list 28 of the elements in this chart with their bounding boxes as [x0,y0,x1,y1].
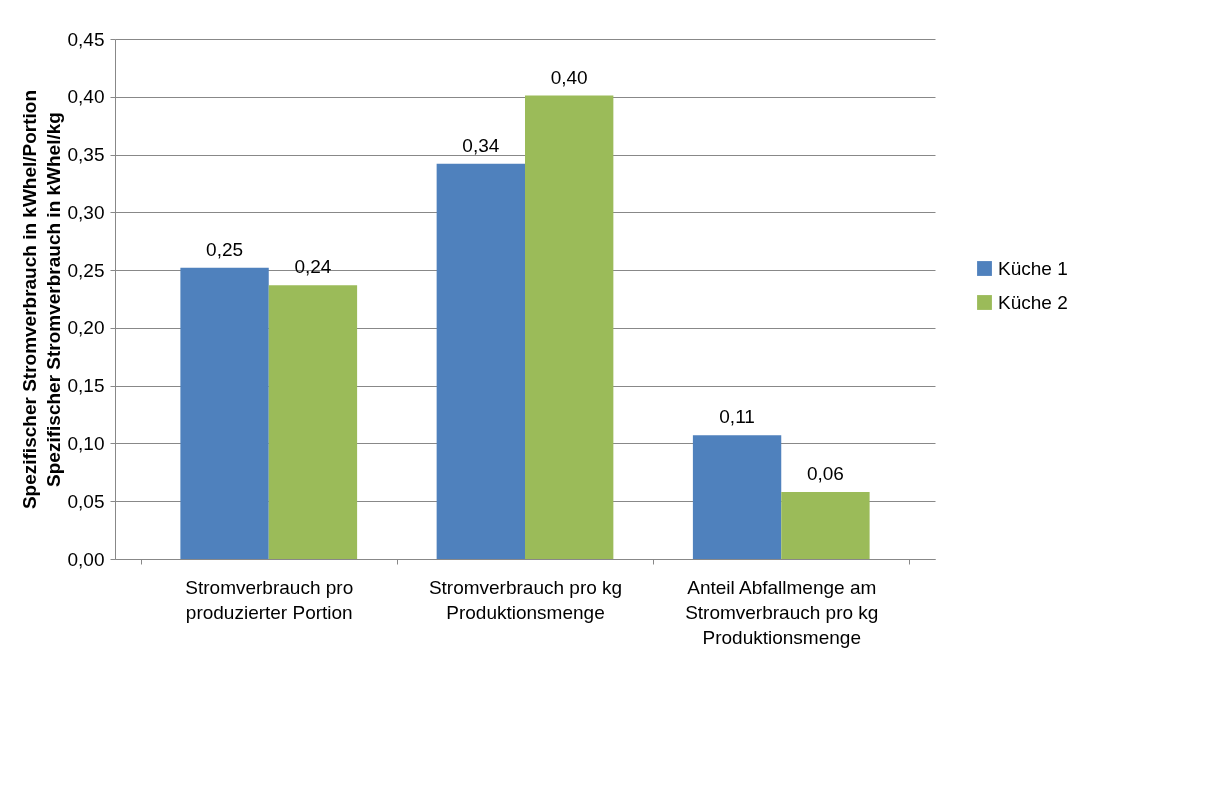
data-label: 0,25 [206,238,244,260]
y-tick-label: 0,35 [67,144,105,166]
data-label: 0,06 [806,462,844,484]
data-label: 0,11 [719,406,755,428]
bar [436,163,525,559]
x-tick-label: Stromverbrauch pro produzierter Portion [185,576,354,623]
x-tick-label: Anteil Abfallmenge am Stromverbrauch pro kg Produktionsmenge [685,576,879,648]
y-axis-title: Spezifischer Stromverbrauch in kWhel/Portion Spezifischer Stromverbrauch in kWhel/kg [18,89,64,510]
x-tick-label: Stromverbrauch pro kg Produktionsmenge [428,576,623,623]
y-tick-label: 0,15 [67,375,105,397]
legend-label: Küche 2 [998,291,1068,313]
y-tick-label: 0,00 [67,548,105,570]
y-tick-label: 0,40 [67,86,105,108]
bar [525,95,614,559]
y-tick-label: 0,10 [67,432,105,454]
y-tick-label: 0,05 [67,490,105,512]
legend-label: Küche 1 [998,257,1068,279]
bar [268,285,358,559]
y-tick-label: 0,20 [67,317,105,339]
data-label: 0,40 [550,66,588,88]
bar [692,435,782,559]
y-tick-label: 0,30 [67,201,105,223]
bar [180,267,269,559]
y-tick-label: 0,25 [67,259,105,281]
data-label: 0,34 [462,134,500,156]
data-label: 0,24 [294,256,332,278]
y-tick-label: 0,45 [67,28,105,50]
bar [781,491,870,559]
